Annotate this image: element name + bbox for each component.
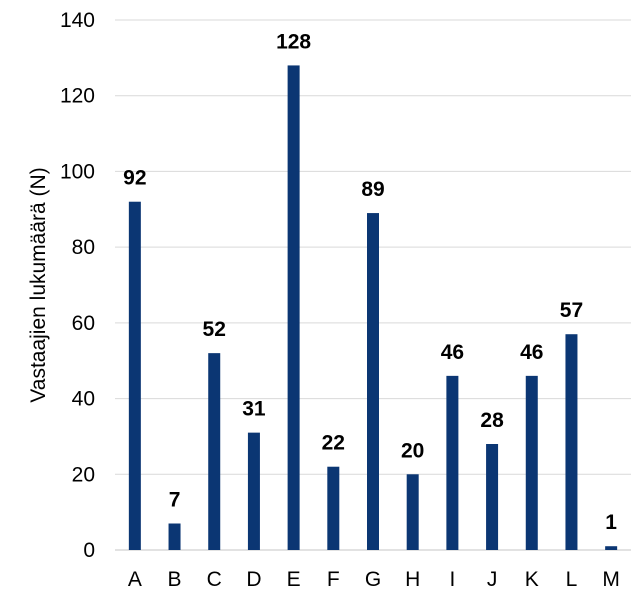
bar-m [605,546,618,550]
bar-c [208,353,221,550]
y-axis-title: Vastaajien lukumäärä (N) [27,167,50,402]
x-tick-label-f: F [327,568,340,591]
bar-g [367,213,379,551]
bar-f [327,466,340,550]
data-label-i: 46 [441,341,464,364]
data-label-m: 1 [605,511,617,534]
data-label-a: 92 [123,167,146,190]
x-axis-ticks: A B C D E F G H I J K L M [128,568,620,591]
bar-j [486,444,499,550]
y-tick-label: 40 [72,388,95,411]
x-tick-label-e: E [287,568,301,591]
y-axis-ticks: 0 20 40 60 80 100 120 140 [60,9,95,562]
bar-k [525,375,538,550]
bar-d [247,432,260,550]
y-tick-label: 20 [72,463,95,486]
bar-e [287,65,300,550]
y-tick-label: 140 [60,9,95,32]
x-tick-label-l: L [566,568,578,591]
data-label-f: 22 [322,432,345,455]
bar-i [446,375,459,550]
data-label-g: 89 [361,178,384,201]
data-label-d: 31 [242,398,266,421]
x-tick-label-g: G [365,568,381,591]
data-label-b: 7 [169,489,181,512]
x-tick-label-h: H [405,568,420,591]
y-tick-label: 60 [72,312,95,335]
bar-l [565,334,578,550]
data-label-h: 20 [401,439,424,462]
bar-b [168,523,181,550]
x-tick-label-i: I [449,568,455,591]
x-tick-label-m: M [602,568,620,591]
bars [128,65,618,551]
y-tick-label: 0 [83,539,95,562]
y-tick-label: 120 [60,85,95,108]
data-label-e: 128 [276,30,311,53]
x-tick-label-d: D [246,568,261,591]
bar-a [128,201,141,550]
x-tick-label-k: K [525,568,539,591]
data-label-j: 28 [480,409,504,432]
x-tick-label-j: J [487,568,498,591]
data-label-c: 52 [203,318,226,341]
bar-h [406,474,419,550]
y-tick-label: 100 [60,160,95,183]
data-labels: 92 7 52 31 128 22 89 20 46 28 46 57 1 [123,30,617,534]
x-tick-label-c: C [207,568,222,591]
data-label-l: 57 [560,299,583,322]
x-tick-label-b: B [168,568,182,591]
data-label-k: 46 [520,341,543,364]
x-tick-label-a: A [128,568,142,591]
y-tick-label: 80 [72,236,95,259]
